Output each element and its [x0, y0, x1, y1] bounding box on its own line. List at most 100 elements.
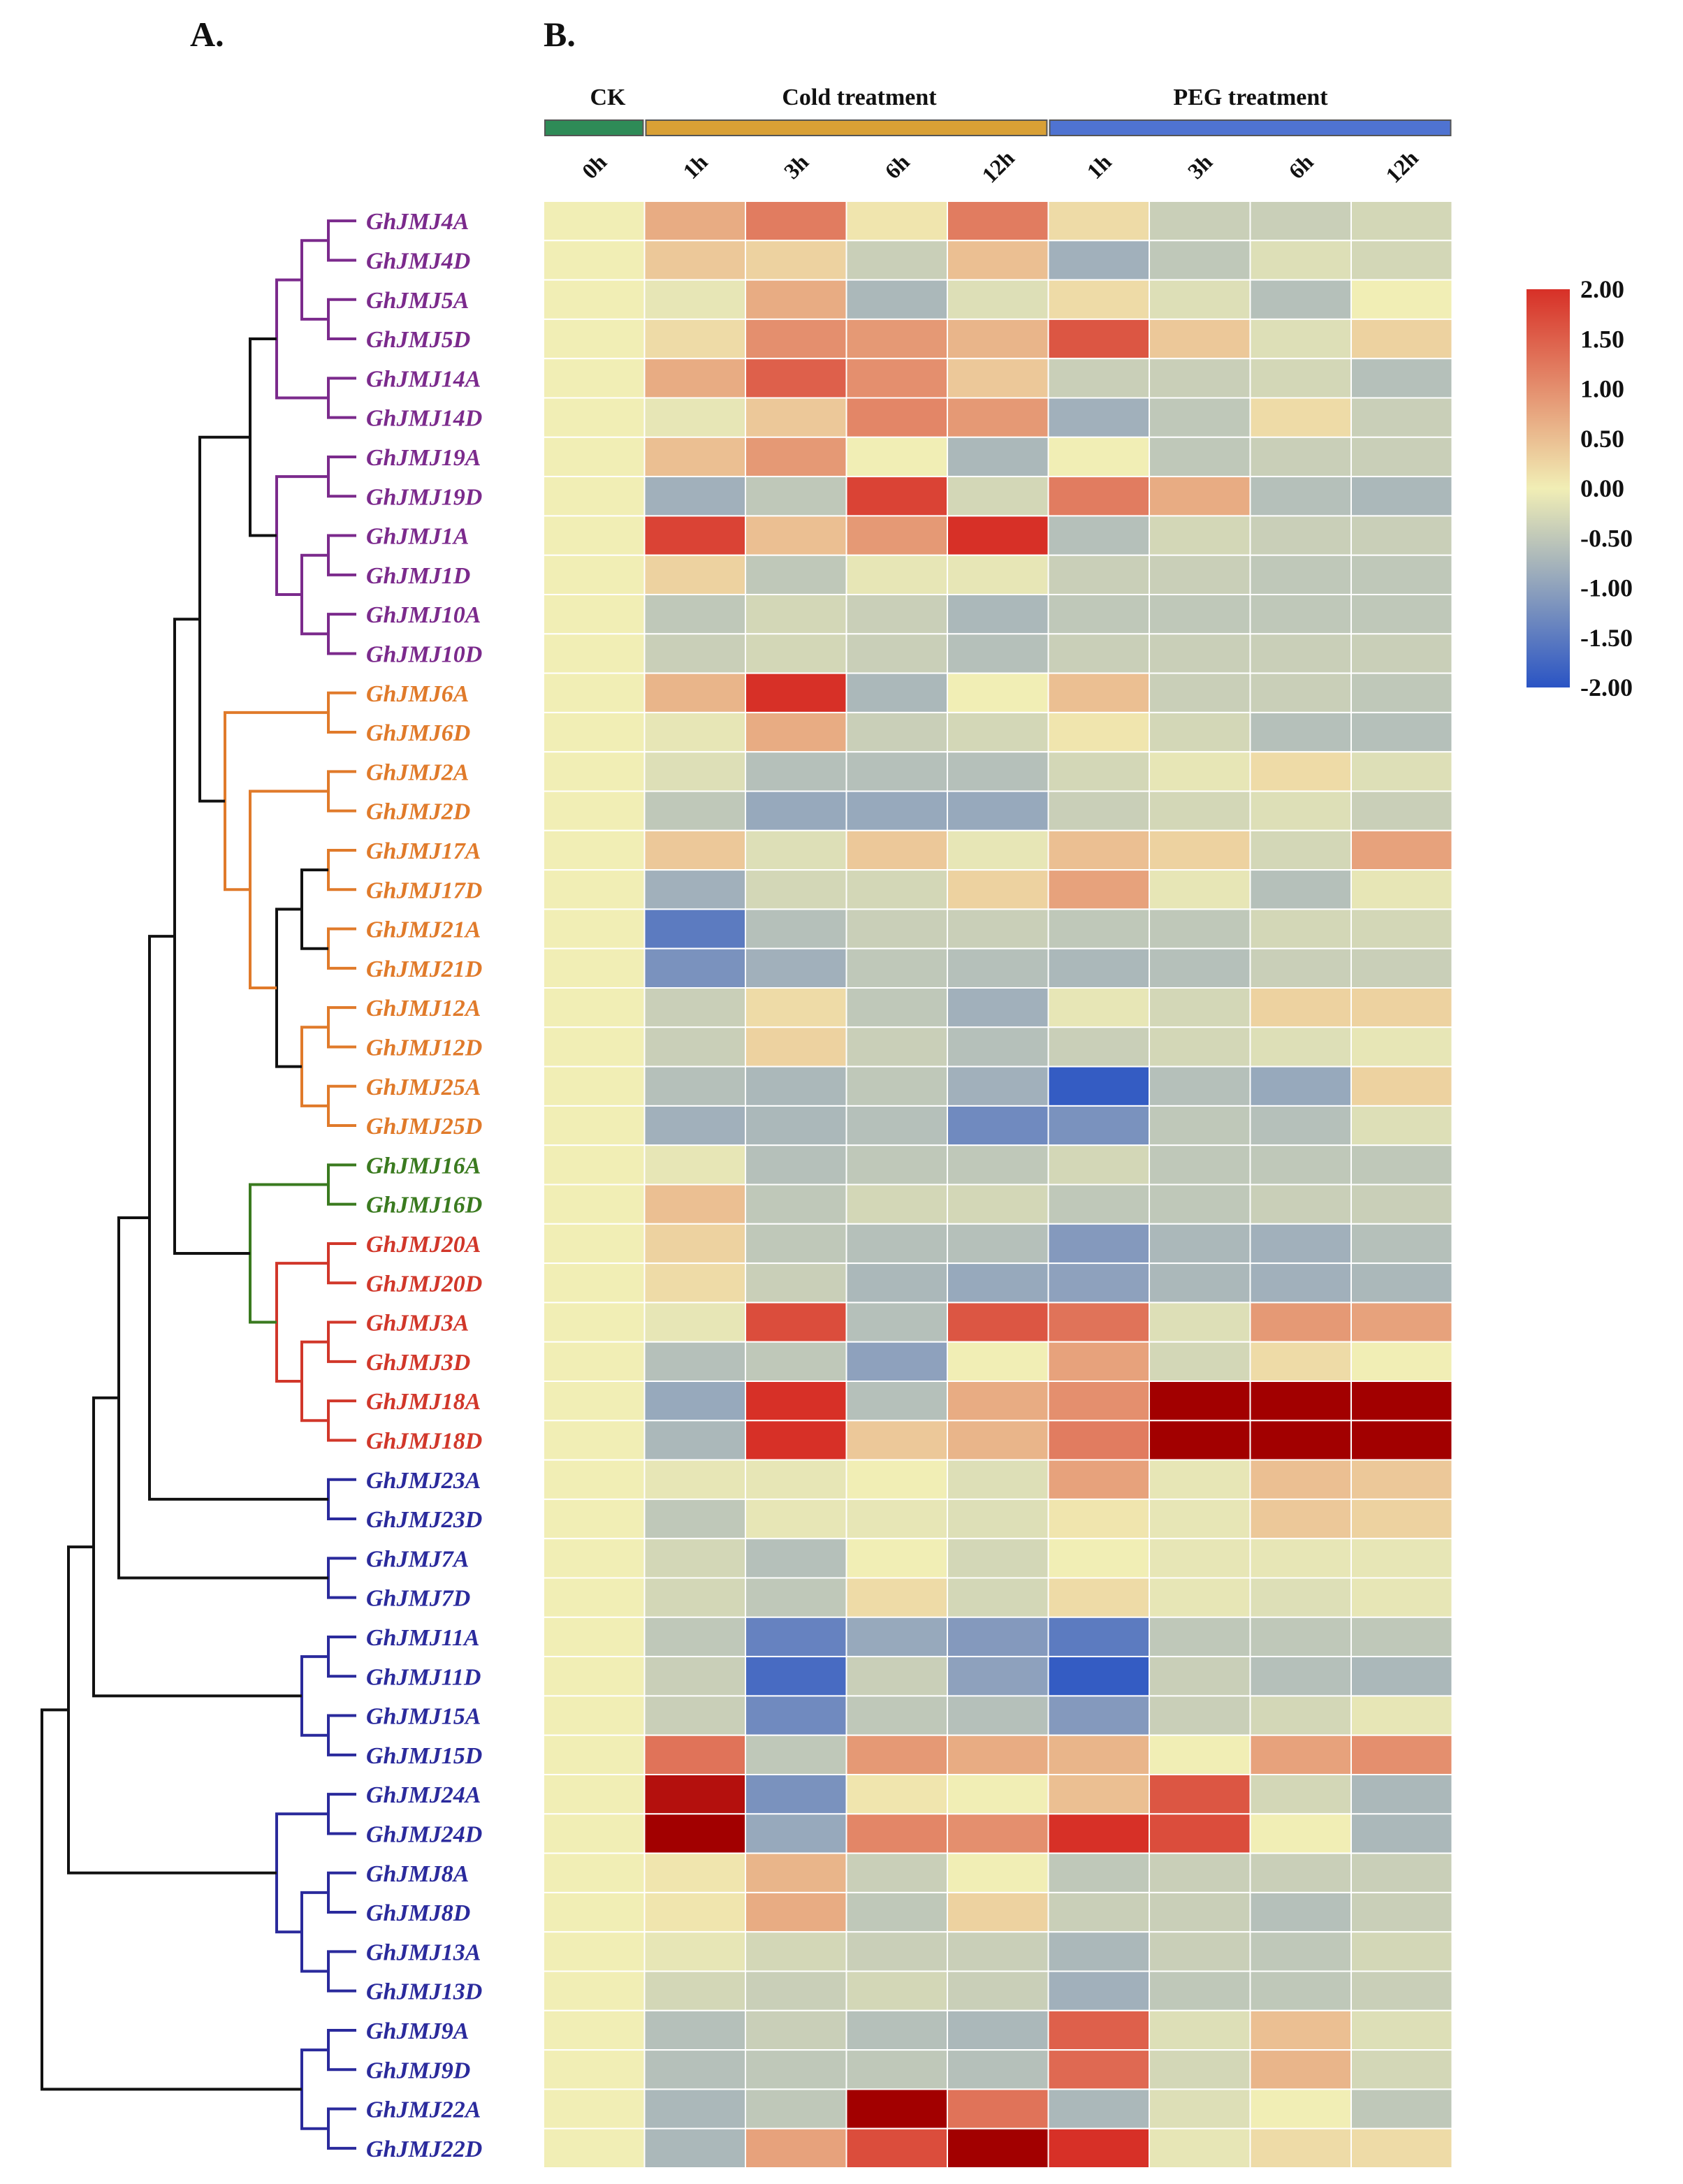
heatmap-cell	[1047, 947, 1150, 989]
column-label: 12h	[977, 145, 1019, 188]
group-bar	[1049, 119, 1452, 136]
heatmap-cell	[947, 947, 1049, 989]
heatmap-cell	[1249, 515, 1352, 556]
heatmap-cell	[1149, 1931, 1251, 1972]
heatmap-cell	[745, 201, 847, 242]
gene-label: GhJMJ18D	[366, 1428, 482, 1454]
heatmap-cell	[745, 1065, 847, 1107]
heatmap-cell	[845, 1931, 948, 1972]
heatmap-cell	[845, 436, 948, 478]
heatmap-cell	[643, 1891, 746, 1933]
heatmap-cell	[643, 2009, 746, 2051]
heatmap-cell	[845, 672, 948, 713]
tree-branch	[327, 298, 356, 341]
tree-branch	[327, 848, 356, 891]
heatmap-cell	[643, 1105, 746, 1146]
heatmap-cell	[1047, 1734, 1150, 1775]
heatmap-cell	[643, 711, 746, 753]
heatmap-cell	[1249, 1420, 1352, 1461]
tree-branch	[300, 2048, 328, 2130]
column-label: 0h	[577, 149, 611, 183]
tree-branch	[300, 239, 328, 321]
heatmap-cell	[1149, 594, 1251, 635]
heatmap-cell	[543, 554, 646, 596]
tree-branch	[327, 1399, 356, 1442]
heatmap-cell	[745, 1970, 847, 2011]
heatmap-cell	[643, 987, 746, 1028]
heatmap-cell	[1149, 1734, 1251, 1775]
gene-label: GhJMJ10A	[366, 602, 481, 628]
heatmap-cell	[643, 1931, 746, 1972]
heatmap-cell	[1249, 1734, 1352, 1775]
heatmap-cell	[1350, 201, 1453, 242]
heatmap-cell	[745, 2088, 847, 2130]
heatmap-cell	[543, 515, 646, 556]
heatmap-cell	[643, 1616, 746, 1658]
heatmap-cell	[1249, 1774, 1352, 1815]
heatmap-cell	[1047, 1065, 1150, 1107]
heatmap-cell	[947, 1144, 1049, 1186]
gene-label: GhJMJ2A	[366, 759, 469, 785]
tree-branch	[327, 2107, 356, 2150]
legend-tick-label: 0.00	[1580, 474, 1624, 502]
heatmap-cell	[543, 1184, 646, 1225]
heatmap-cell	[643, 201, 746, 242]
heatmap-cell	[1149, 1459, 1251, 1500]
heatmap-cell	[543, 1262, 646, 1304]
heatmap-cell	[543, 1734, 646, 1775]
heatmap-cell	[1047, 2049, 1150, 2090]
heatmap-cell	[1149, 358, 1251, 399]
heatmap-cell	[1149, 1813, 1251, 1854]
heatmap-cell	[1350, 1852, 1453, 1893]
heatmap-cell	[543, 201, 646, 242]
gene-label: GhJMJ1A	[366, 524, 469, 550]
heatmap-cell	[1249, 633, 1352, 674]
heatmap-cell	[947, 1616, 1049, 1658]
gene-label: GhJMJ22A	[366, 2097, 481, 2123]
tree-branch	[249, 1183, 328, 1324]
heatmap-cell	[1047, 1105, 1150, 1146]
heatmap-cell	[543, 869, 646, 910]
heatmap-cell	[947, 987, 1049, 1028]
heatmap-cell	[1249, 436, 1352, 478]
legend-tick-label: 2.00	[1580, 275, 1624, 303]
heatmap-cell	[1350, 1931, 1453, 1972]
heatmap-header: CK Cold treatment PEG treatment 0h 1h 3h 6h 12h…	[544, 85, 1452, 188]
heatmap-cell	[1047, 436, 1150, 478]
heatmap-cell	[1047, 2009, 1150, 2051]
heatmap-cell	[947, 397, 1049, 438]
heatmap-cell	[1350, 1381, 1453, 1422]
heatmap-cell	[1149, 1891, 1251, 1933]
heatmap-cell	[947, 633, 1049, 674]
heatmap-cell	[543, 1341, 646, 1382]
heatmap-cell	[1249, 397, 1352, 438]
heatmap-cell	[1249, 987, 1352, 1028]
heatmap-cell	[1047, 1538, 1150, 1579]
heatmap-cell	[643, 240, 746, 281]
gene-label: GhJMJ9A	[366, 2018, 469, 2044]
heatmap-cell	[745, 1852, 847, 1893]
tree-branch	[327, 1320, 356, 1363]
heatmap-cell	[1249, 751, 1352, 792]
heatmap-cell	[845, 1852, 948, 1893]
heatmap-cell	[745, 436, 847, 478]
group-bar	[645, 119, 1048, 136]
heatmap-cell	[643, 1144, 746, 1186]
heatmap-cell	[1350, 594, 1453, 635]
gene-label: GhJMJ3D	[366, 1350, 470, 1376]
heatmap-cell	[947, 790, 1049, 831]
heatmap-cell	[745, 1223, 847, 1265]
heatmap-cell	[643, 1223, 746, 1265]
heatmap-cell	[947, 1184, 1049, 1225]
heatmap-cell	[643, 908, 746, 949]
heatmap-cell	[1249, 1105, 1352, 1146]
heatmap-cell	[745, 1931, 847, 1972]
heatmap-cell	[1249, 790, 1352, 831]
heatmap-cell	[745, 1891, 847, 1933]
heatmap-cell	[1047, 201, 1150, 242]
heatmap-cell	[845, 947, 948, 989]
heatmap-cell	[1047, 1498, 1150, 1540]
tree-branch	[327, 770, 356, 813]
heatmap-cell	[1047, 1026, 1150, 1068]
heatmap-cell	[1350, 1656, 1453, 1697]
